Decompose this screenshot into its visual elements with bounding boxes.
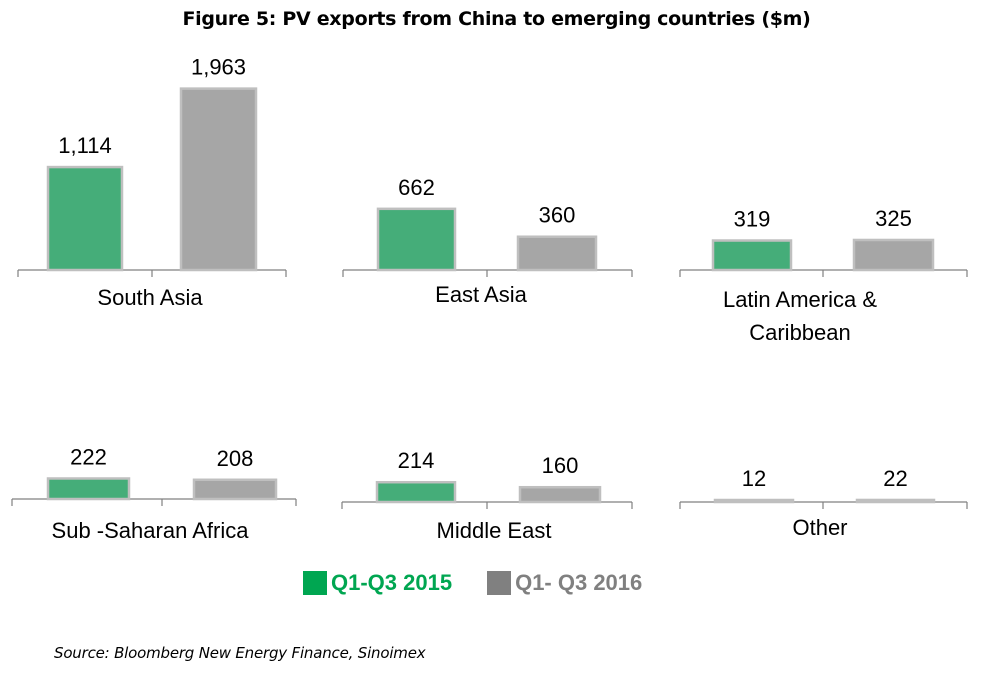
category-label-line-middle-east-0: Middle East	[437, 518, 552, 543]
data-label-south-asia-2016: 1,963	[191, 55, 246, 80]
category-label-line-latin-america-caribbean-0: Latin America &	[723, 287, 877, 312]
category-label-east-asia: East Asia	[435, 282, 527, 307]
bar-sub-saharan-africa-2015	[46, 477, 131, 501]
bar-middle-east-2015	[375, 480, 457, 504]
category-label-south-asia: South Asia	[97, 285, 203, 310]
category-label-line-other-0: Other	[792, 515, 847, 540]
bar-latin-america-caribbean-2015	[711, 239, 793, 272]
bar-other-2016	[855, 498, 936, 504]
legend-item-2015: Q1-Q3 2015	[303, 570, 452, 596]
data-label-middle-east-2015: 214	[398, 448, 435, 473]
bar-sub-saharan-africa-2016	[192, 478, 278, 501]
chart-title: Figure 5: PV exports from China to emerg…	[182, 8, 811, 30]
category-label-line-east-asia-0: East Asia	[435, 282, 527, 307]
category-label-line-sub-saharan-africa-0: Sub -Saharan Africa	[52, 518, 250, 543]
data-label-sub-saharan-africa-2015: 222	[70, 444, 107, 469]
category-label-other: Other	[792, 515, 847, 540]
data-label-east-asia-2015: 662	[398, 175, 435, 200]
bar-latin-america-caribbean-2016	[852, 238, 935, 272]
category-label-middle-east: Middle East	[437, 518, 552, 543]
category-label-line-latin-america-caribbean-1: Caribbean	[749, 320, 851, 345]
category-label-line-south-asia-0: South Asia	[97, 285, 203, 310]
legend-item-2016: Q1- Q3 2016	[487, 570, 642, 596]
bar-east-asia-2016	[516, 235, 598, 272]
chart-legend: Q1-Q3 2015 Q1- Q3 2016	[303, 568, 677, 598]
data-label-latin-america-caribbean-2016: 325	[875, 206, 912, 231]
data-label-sub-saharan-africa-2016: 208	[217, 446, 254, 471]
source-note: Source: Bloomberg New Energy Finance, Si…	[54, 644, 426, 662]
data-label-south-asia-2015: 1,114	[58, 133, 111, 158]
data-label-east-asia-2016: 360	[539, 203, 576, 228]
bar-east-asia-2015	[376, 207, 457, 272]
data-label-latin-america-caribbean-2015: 319	[734, 207, 771, 232]
bar-south-asia-2016	[179, 87, 258, 272]
bar-south-asia-2015	[46, 165, 124, 272]
bar-other-2015	[713, 498, 795, 504]
legend-swatch-2015	[303, 571, 327, 595]
bar-middle-east-2016	[518, 485, 602, 504]
data-label-other-2016: 22	[883, 466, 907, 491]
legend-swatch-2016	[487, 571, 512, 595]
legend-label-2015: Q1-Q3 2015	[331, 570, 453, 595]
data-label-other-2015: 12	[742, 466, 766, 491]
legend-label-2016: Q1- Q3 2016	[515, 570, 643, 595]
category-label-latin-america-caribbean: Latin America & Caribbean	[723, 287, 877, 345]
category-label-sub-saharan-africa: Sub -Saharan Africa	[52, 518, 250, 543]
data-label-middle-east-2016: 160	[542, 453, 579, 478]
